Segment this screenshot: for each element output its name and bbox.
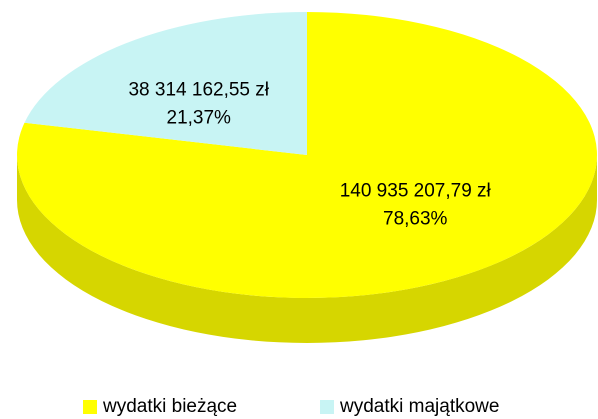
legend-label: wydatki bieżące	[102, 396, 237, 417]
slice	[16, 12, 597, 298]
slice-side	[17, 155, 597, 343]
legend-swatch	[83, 400, 97, 414]
legend-swatch	[320, 400, 334, 414]
slice-percent-label: 78,63%	[383, 208, 448, 229]
legend-label: wydatki majątkowe	[339, 396, 499, 417]
slice-value-label: 140 935 207,79 zł	[340, 180, 492, 201]
slice-value-label: 38 314 162,55 zł	[128, 80, 269, 101]
slice	[24, 12, 308, 155]
slice-percent-label: 21,37%	[167, 108, 232, 129]
